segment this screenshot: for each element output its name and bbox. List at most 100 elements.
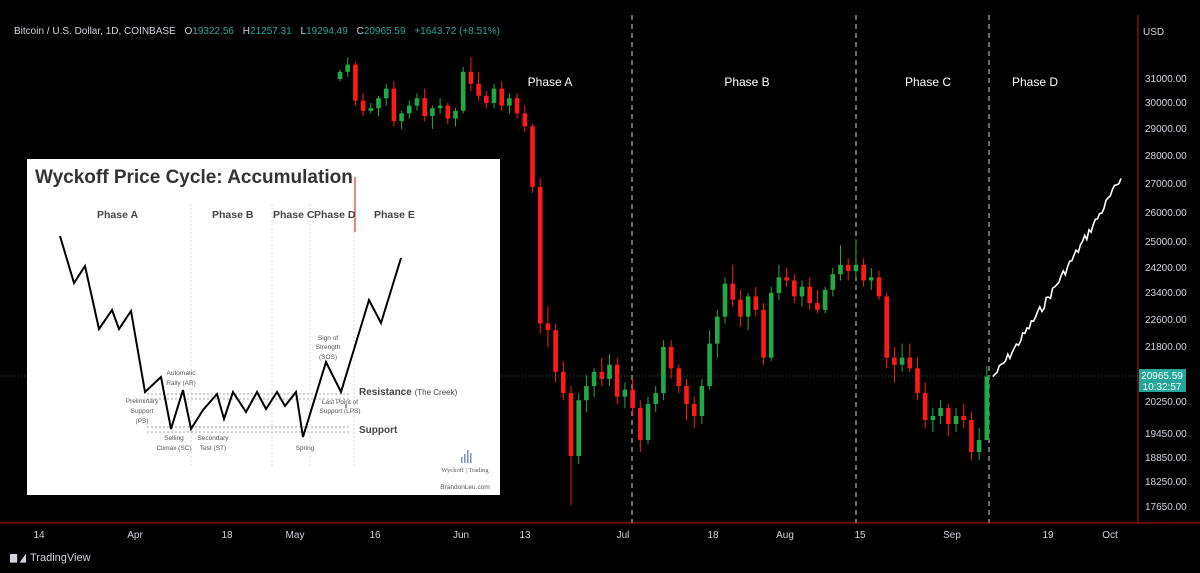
- open-value: 19322.56: [192, 26, 234, 37]
- candle-body: [768, 293, 774, 358]
- y-tick-label: 26000.00: [1145, 208, 1187, 219]
- x-tick-label: Jul: [617, 530, 630, 541]
- candle-body: [707, 343, 712, 387]
- candle-body: [414, 98, 420, 106]
- candle-body: [815, 303, 820, 310]
- x-tick-label: 14: [33, 530, 45, 541]
- candle-body: [614, 364, 620, 397]
- diagram-phase-b: Phase B: [212, 209, 254, 221]
- price-axis[interactable]: 31000.00 30000.00 29000.00 28000.00 27000.00…: [1145, 74, 1187, 513]
- candle-body: [460, 71, 466, 111]
- y-tick-label: 28000.00: [1145, 151, 1187, 162]
- candle-body: [838, 264, 843, 275]
- phase-dividers: [631, 15, 990, 523]
- candle-body: [892, 357, 897, 365]
- candle-body: [376, 98, 381, 109]
- wyckoff-logo-icon: [461, 450, 472, 463]
- y-tick-label: 19450.00: [1145, 429, 1187, 440]
- change-value: +1643.72 (+8.51%): [414, 26, 500, 37]
- open-label: O: [184, 26, 193, 37]
- y-tick-label: 18250.00: [1145, 477, 1187, 488]
- projection-line: [992, 178, 1122, 378]
- tradingview-brand[interactable]: TradingView: [10, 552, 91, 564]
- spring-label: Spring: [296, 445, 315, 452]
- candle-body: [645, 404, 651, 440]
- x-tick-label: Oct: [1102, 530, 1118, 541]
- diagram-phase-d: Phase D: [314, 209, 356, 221]
- candle-body: [445, 105, 451, 119]
- candle-body: [407, 105, 412, 114]
- countdown-value: 10:32:57: [1143, 382, 1182, 393]
- candle-body: [522, 113, 528, 127]
- symbol-legend[interactable]: Bitcoin / U.S. Dollar, 1D, COINBASE O193…: [14, 26, 500, 37]
- candle-body: [453, 110, 458, 119]
- candle-body: [468, 71, 474, 84]
- brand-name: TradingView: [30, 552, 91, 564]
- candle-body: [337, 71, 343, 79]
- time-axis[interactable]: 14 Apr 18 May 16 Jun 13 Jul 18 Aug 15 Sep 19 Oct: [33, 530, 1118, 541]
- candle-body: [353, 64, 358, 101]
- candle-body: [822, 289, 828, 310]
- high-value: 21257.31: [250, 26, 292, 37]
- y-tick-label: 31000.00: [1145, 74, 1187, 85]
- candle-body: [345, 64, 350, 72]
- candle-body: [753, 296, 759, 310]
- lps-label-2: Support (LPS): [319, 408, 360, 415]
- x-tick-label: 19: [1042, 530, 1054, 541]
- candle-body: [738, 299, 743, 317]
- candle-body: [907, 357, 913, 369]
- candle-body: [638, 408, 643, 440]
- ar-label-1: Automatic: [167, 370, 197, 377]
- y-tick-label: 25000.00: [1145, 237, 1187, 248]
- x-tick-label: 18: [707, 530, 719, 541]
- st-label-2: Test (ST): [200, 445, 226, 452]
- candle-body: [676, 368, 682, 387]
- candle-body: [630, 389, 635, 408]
- candle-body: [969, 420, 974, 452]
- candle-body: [507, 98, 512, 106]
- diagram-phase-c: Phase C: [273, 209, 315, 221]
- last-price-value: 20965.59: [1141, 371, 1183, 382]
- candle-body: [761, 309, 766, 358]
- y-tick-label: 30000.00: [1145, 98, 1187, 109]
- candle-body: [553, 330, 558, 372]
- low-value: 19294.49: [306, 26, 348, 37]
- candle-body: [514, 98, 520, 114]
- y-tick-label: 21800.00: [1145, 342, 1187, 353]
- x-tick-label: Apr: [127, 530, 143, 541]
- x-tick-label: May: [286, 530, 305, 541]
- candle-body: [861, 264, 866, 281]
- candle-body: [568, 393, 574, 456]
- candle-body: [899, 357, 905, 365]
- resistance-label: Resistance (The Creek): [359, 387, 458, 398]
- candle-body: [584, 386, 589, 401]
- candle-body: [576, 400, 581, 456]
- currency-label: USD: [1143, 27, 1165, 38]
- candle-body: [368, 108, 374, 111]
- ps-label-3: (PS): [136, 418, 149, 425]
- y-tick-label: 24200.00: [1145, 263, 1187, 274]
- candle-body: [484, 95, 489, 103]
- low-label: L: [300, 26, 307, 37]
- candle-body: [715, 316, 720, 344]
- x-tick-label: Aug: [776, 530, 794, 541]
- candle-body: [784, 277, 789, 281]
- candle-body: [915, 368, 920, 394]
- phase-label: Phase D: [1012, 75, 1058, 89]
- lps-label-1: Last Point of: [322, 399, 358, 406]
- sc-label-2: Climax (SC): [156, 445, 191, 452]
- phase-label: Phase B: [724, 75, 769, 89]
- candle-body: [422, 98, 427, 116]
- symbol-name[interactable]: Bitcoin / U.S. Dollar, 1D, COINBASE: [14, 26, 176, 37]
- sos-label-3: (SOS): [319, 354, 337, 361]
- candle-body: [776, 277, 782, 293]
- x-tick-label: Sep: [943, 530, 961, 541]
- candle-body: [730, 283, 735, 300]
- candle-body: [946, 408, 951, 424]
- candle-body: [653, 393, 658, 404]
- candle-body: [722, 283, 728, 317]
- y-tick-label: 20250.00: [1145, 397, 1187, 408]
- creek-word: (The Creek): [415, 388, 458, 397]
- candle-body: [476, 83, 481, 96]
